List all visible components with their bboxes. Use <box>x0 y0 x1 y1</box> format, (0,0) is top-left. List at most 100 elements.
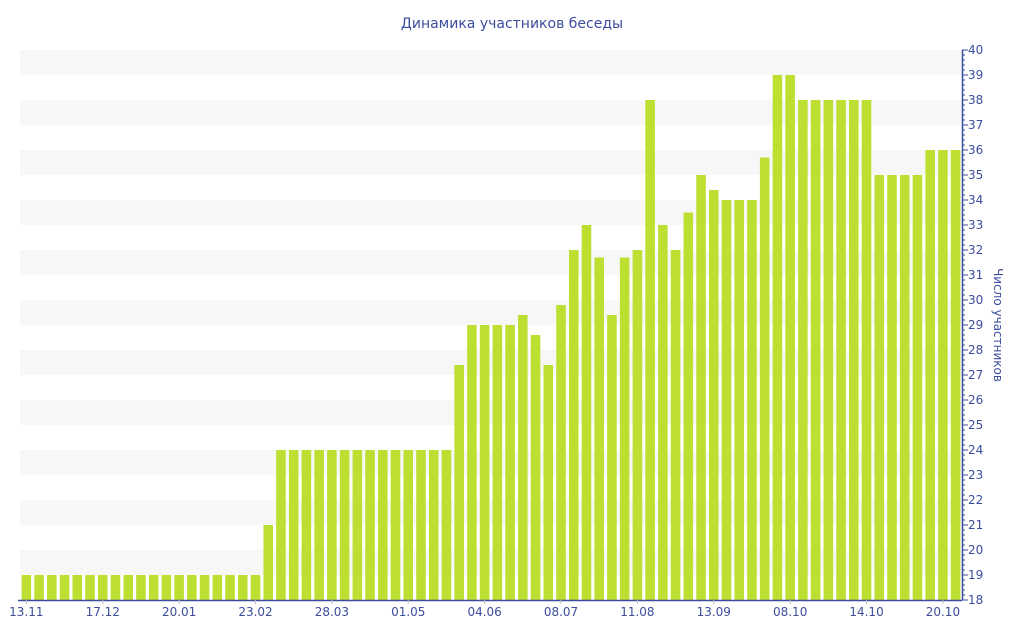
bar <box>785 75 795 600</box>
bar <box>798 100 808 600</box>
bar <box>887 175 897 600</box>
bar <box>403 450 414 600</box>
x-tick-label: 17.12 <box>86 605 120 619</box>
bar <box>59 575 70 600</box>
bar <box>874 175 885 600</box>
bar <box>530 335 541 600</box>
y-tick-label: 38 <box>968 93 983 107</box>
bar <box>467 325 477 600</box>
y-tick-label: 33 <box>968 218 983 232</box>
y-axis-label: Число участников <box>991 268 1005 382</box>
bar <box>950 150 961 600</box>
grid-band <box>20 250 962 275</box>
bar <box>187 575 197 600</box>
bar <box>428 450 439 600</box>
y-tick-label: 39 <box>968 68 983 82</box>
bar <box>148 575 159 600</box>
y-tick-label: 32 <box>968 243 983 257</box>
bar <box>339 450 350 600</box>
grid-band <box>20 400 962 425</box>
bar <box>288 450 299 600</box>
y-tick-label: 23 <box>968 468 983 482</box>
x-tick-label: 08.10 <box>773 605 807 619</box>
bar <box>212 575 223 600</box>
bar <box>454 365 464 600</box>
y-tick-label: 19 <box>968 568 983 582</box>
bar <box>568 250 579 600</box>
y-tick-label: 21 <box>968 518 983 532</box>
y-axis: 18 19 20 21 22 23 24 25 26 27 28 29 30 31 32 33 34 35 36 37… <box>961 43 983 607</box>
bar <box>810 100 821 600</box>
bar <box>327 450 337 600</box>
bar <box>110 575 121 600</box>
bar <box>938 150 948 600</box>
bar <box>594 257 604 600</box>
y-tick-label: 18 <box>968 593 983 607</box>
grid-band <box>20 300 962 325</box>
y-tick-label: 25 <box>968 418 983 432</box>
bar <box>925 150 935 600</box>
y-tick-label: 34 <box>968 193 983 207</box>
bar <box>619 257 630 600</box>
x-tick-label: 08.07 <box>544 605 578 619</box>
bar <box>174 575 184 600</box>
bars <box>21 75 961 600</box>
bar <box>123 575 133 600</box>
bar <box>747 200 757 600</box>
bar <box>899 175 910 600</box>
bar <box>21 575 32 600</box>
grid-band <box>20 500 962 525</box>
y-tick-label: 20 <box>968 543 983 557</box>
grid-band <box>20 550 962 575</box>
x-tick-label: 20.01 <box>162 605 196 619</box>
bar <box>670 250 681 600</box>
x-tick-label: 11.08 <box>620 605 654 619</box>
bar <box>479 325 490 600</box>
bar <box>237 575 248 600</box>
bar <box>823 100 834 600</box>
bar <box>849 100 859 600</box>
grid-band <box>20 350 962 375</box>
chart-title: Динамика участников беседы <box>401 16 623 32</box>
y-tick-label: 31 <box>968 268 983 282</box>
y-tick-label: 28 <box>968 343 983 357</box>
bar <box>543 365 554 600</box>
x-tick-label: 13.09 <box>697 605 731 619</box>
bar <box>505 325 515 600</box>
bar <box>556 305 566 600</box>
y-tick-label: 30 <box>968 293 983 307</box>
bar <box>390 450 401 600</box>
grid-band <box>20 150 962 175</box>
bar <box>352 450 363 600</box>
bar <box>416 450 426 600</box>
bar <box>47 575 57 600</box>
bar <box>136 575 146 600</box>
bar <box>645 100 655 600</box>
bar <box>721 200 732 600</box>
bar <box>34 575 44 600</box>
x-tick-label: 23.02 <box>238 605 272 619</box>
grid-band <box>20 100 962 125</box>
bar <box>97 575 108 600</box>
bar <box>759 157 770 600</box>
bar <box>683 212 694 600</box>
bar <box>632 250 643 600</box>
grid-band <box>20 200 962 225</box>
bar <box>365 450 375 600</box>
bar <box>658 225 668 600</box>
bar <box>518 315 528 600</box>
x-tick-label: 20.10 <box>926 605 960 619</box>
x-tick-label: 01.05 <box>391 605 425 619</box>
bar <box>836 100 846 600</box>
bar <box>581 225 592 600</box>
y-tick-label: 40 <box>968 43 983 57</box>
y-tick-label: 27 <box>968 368 983 382</box>
y-tick-label: 35 <box>968 168 983 182</box>
bar <box>734 200 745 600</box>
x-tick-label: 14.10 <box>849 605 883 619</box>
bar <box>301 450 312 600</box>
bar <box>250 575 261 600</box>
x-tick-label: 04.06 <box>467 605 501 619</box>
y-tick-label: 26 <box>968 393 983 407</box>
bar <box>276 450 286 600</box>
